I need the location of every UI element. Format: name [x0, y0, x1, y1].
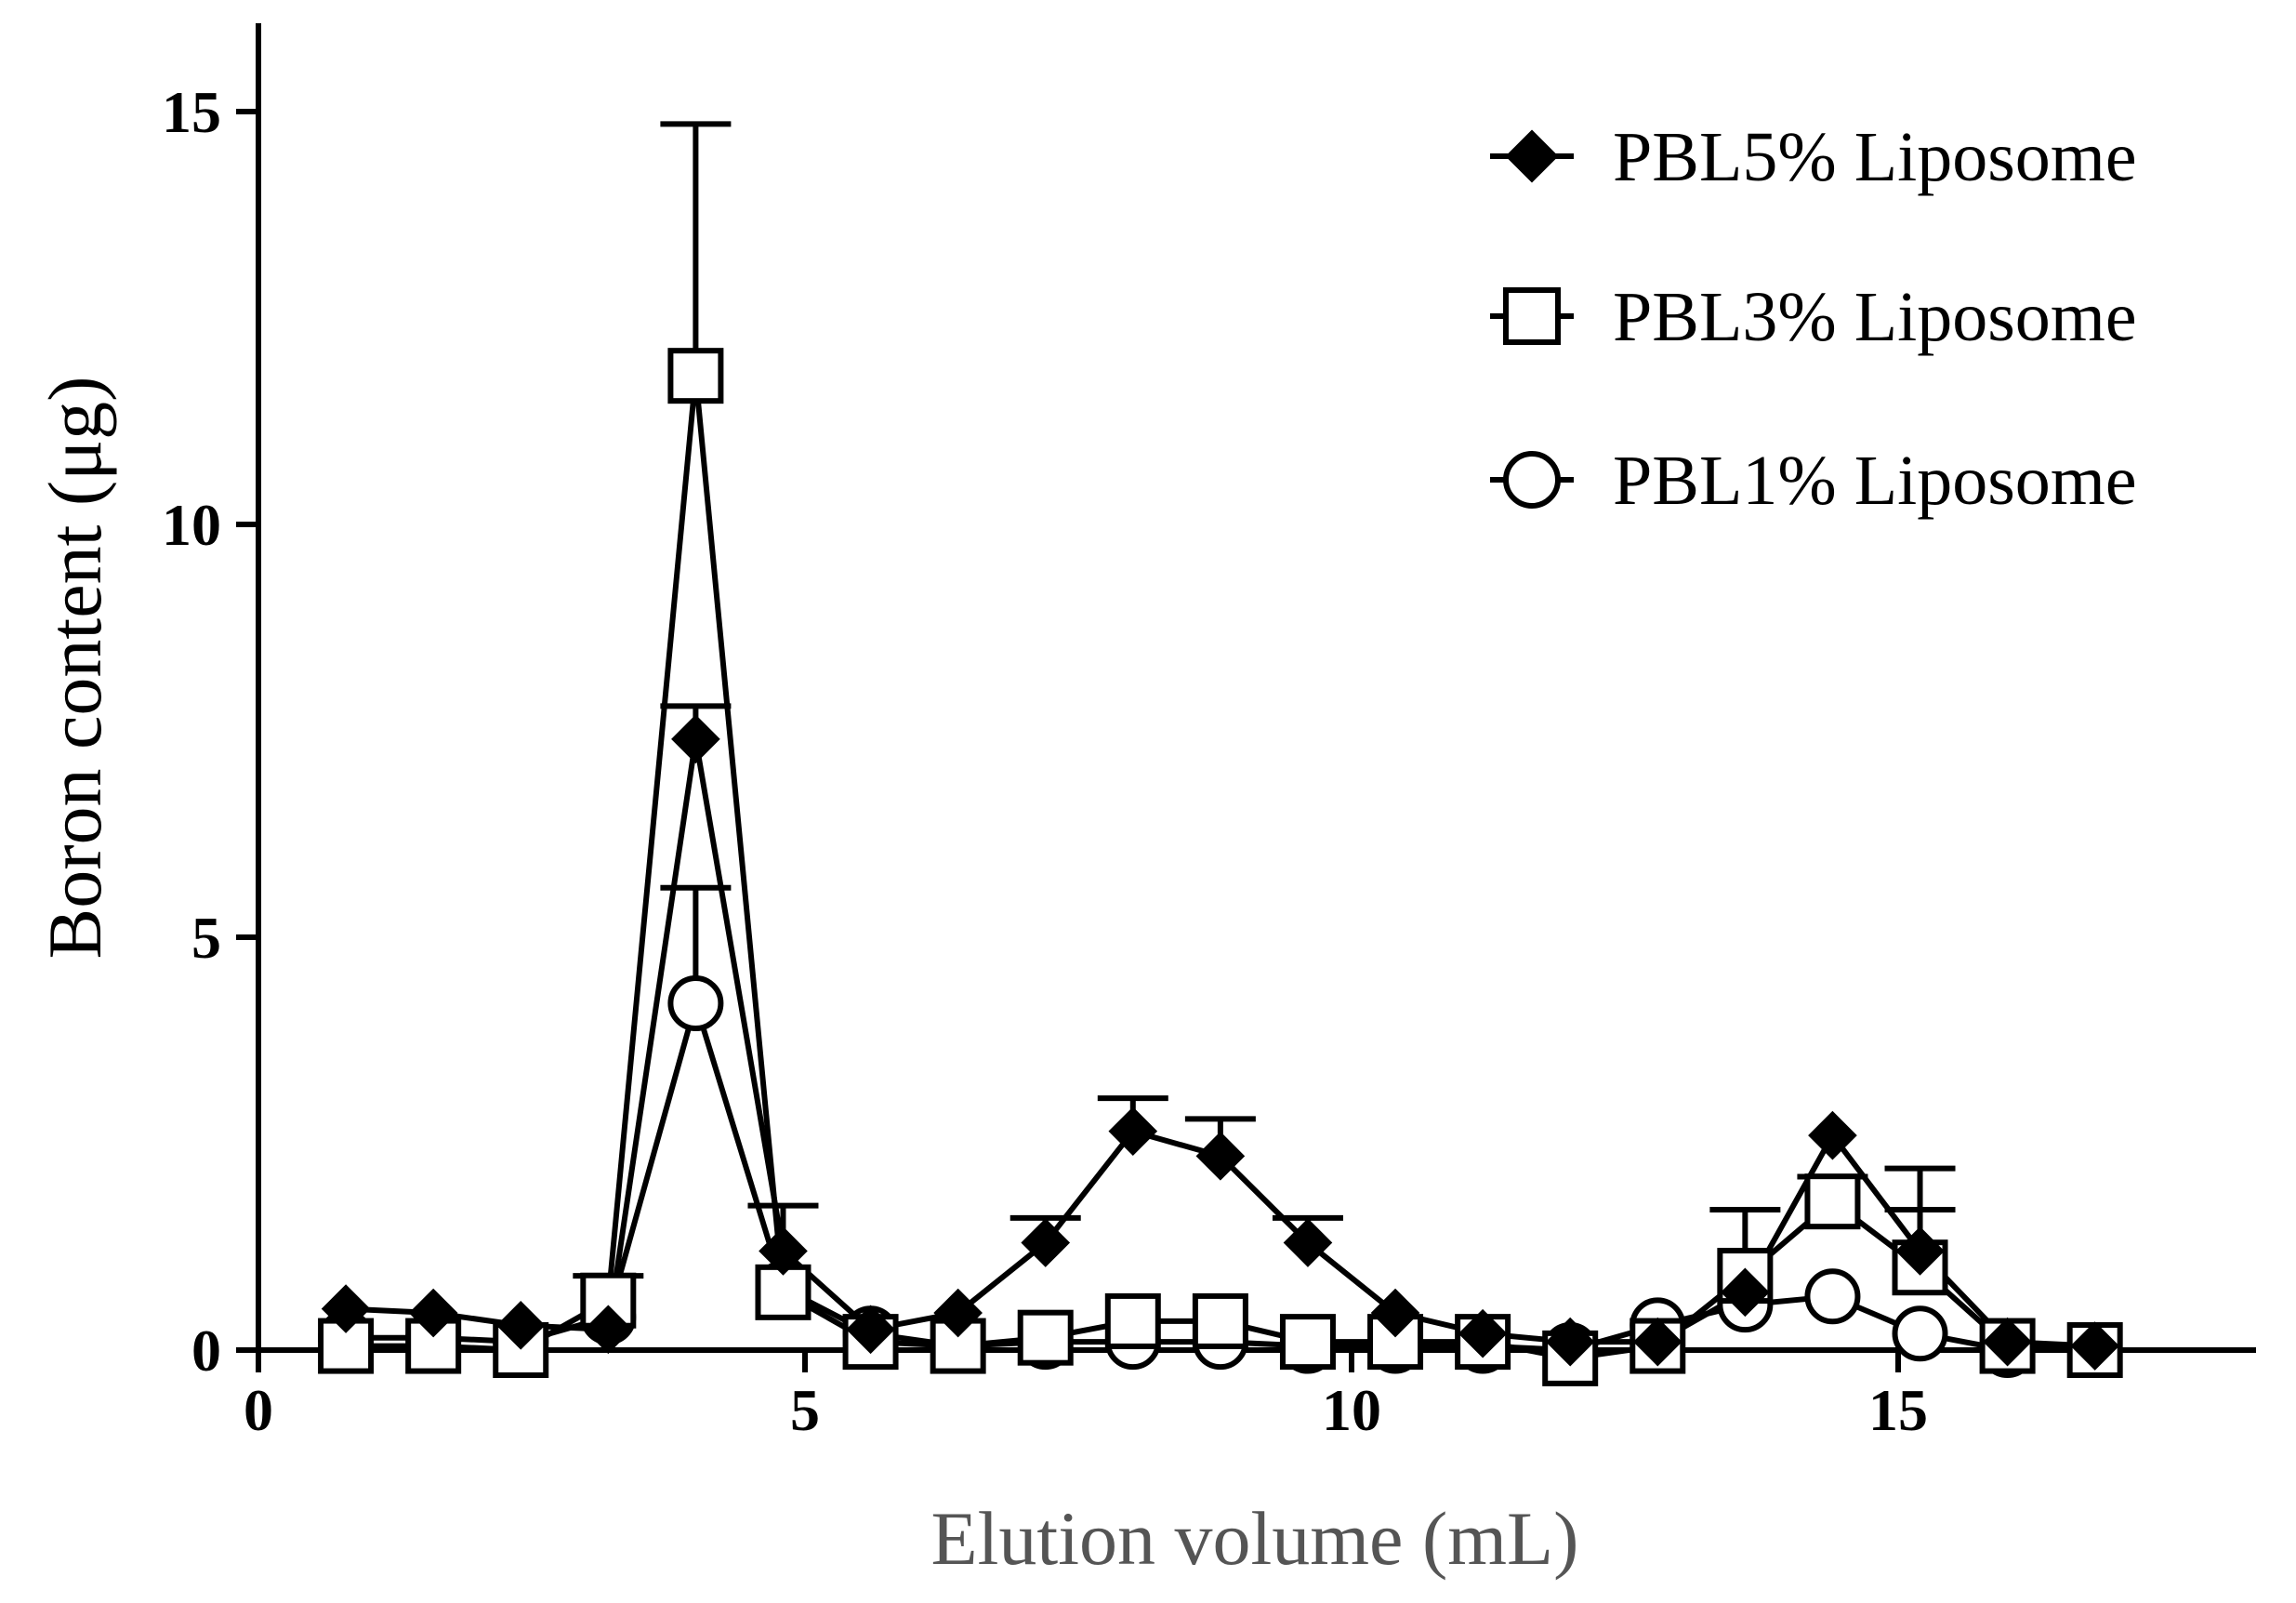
data-point-series-1 [1895, 1226, 1945, 1276]
data-point-series-1 [1632, 1317, 1682, 1367]
y-tick-label: 5 [191, 905, 221, 971]
data-point-series-1 [1545, 1317, 1595, 1367]
data-point-series-1 [1370, 1288, 1420, 1338]
data-point-series-1 [1808, 1110, 1857, 1160]
axes [256, 23, 2256, 1353]
data-point-series-1 [495, 1301, 546, 1350]
data-point-series-1 [2070, 1321, 2120, 1371]
data-point-series-1 [321, 1284, 371, 1333]
markers [318, 348, 2123, 1386]
ticks [236, 109, 1901, 1372]
data-point-series-3 [1892, 1305, 1948, 1362]
legend-item: PBL3% Liposome [1490, 278, 2137, 356]
data-point-series-1 [671, 714, 720, 764]
data-point-series-1 [1195, 1131, 1246, 1181]
legend-marker [1503, 451, 1561, 509]
data-point-series-1 [1108, 1106, 1158, 1157]
legend-item: PBL5% Liposome [1490, 118, 2137, 196]
series-line-1 [345, 735, 2095, 1349]
data-point-series-2 [1104, 1292, 1161, 1349]
data-point-series-3 [1804, 1268, 1861, 1325]
legend-label: PBL1% Liposome [1613, 442, 2137, 520]
x-tick-label: 5 [790, 1377, 820, 1443]
data-point-series-1 [1721, 1267, 1770, 1318]
data-point-series-1 [933, 1288, 983, 1338]
legend-marker [1505, 129, 1559, 183]
x-tick-label: 10 [1322, 1377, 1381, 1443]
data-point-series-1 [1283, 1218, 1333, 1267]
data-point-series-1 [759, 1226, 808, 1276]
data-point-series-1 [1983, 1317, 2032, 1367]
tick-labels: 0 5 10 15 0 5 10 15 [162, 79, 1928, 1443]
data-point-series-2 [1017, 1309, 1074, 1366]
legend-label: PBL3% Liposome [1613, 278, 2137, 356]
data-point-series-2 [1804, 1173, 1861, 1230]
y-tick-label: 0 [191, 1318, 221, 1384]
legend: PBL5% Liposome PBL3% Liposome PBL1% Liposo… [1490, 118, 2137, 520]
x-tick-label: 0 [244, 1377, 273, 1443]
y-axis-title: Boron content (μg) [33, 377, 117, 960]
data-point-series-1 [1458, 1308, 1508, 1358]
data-point-series-1 [846, 1305, 895, 1355]
data-point-series-2 [667, 348, 724, 404]
x-tick-label: 15 [1868, 1377, 1928, 1443]
data-point-series-1 [408, 1288, 458, 1338]
data-point-series-3 [667, 975, 724, 1032]
data-point-series-2 [1192, 1292, 1248, 1349]
y-tick-label: 15 [162, 79, 221, 145]
legend-label: PBL5% Liposome [1613, 118, 2137, 196]
data-point-series-1 [583, 1305, 633, 1355]
data-point-series-2 [1279, 1314, 1336, 1371]
x-axis-title: Elution volume (mL) [931, 1496, 1579, 1581]
legend-item: PBL1% Liposome [1490, 442, 2137, 520]
y-tick-label: 10 [162, 492, 221, 558]
data-point-series-1 [1021, 1218, 1071, 1267]
legend-marker [1503, 287, 1561, 345]
